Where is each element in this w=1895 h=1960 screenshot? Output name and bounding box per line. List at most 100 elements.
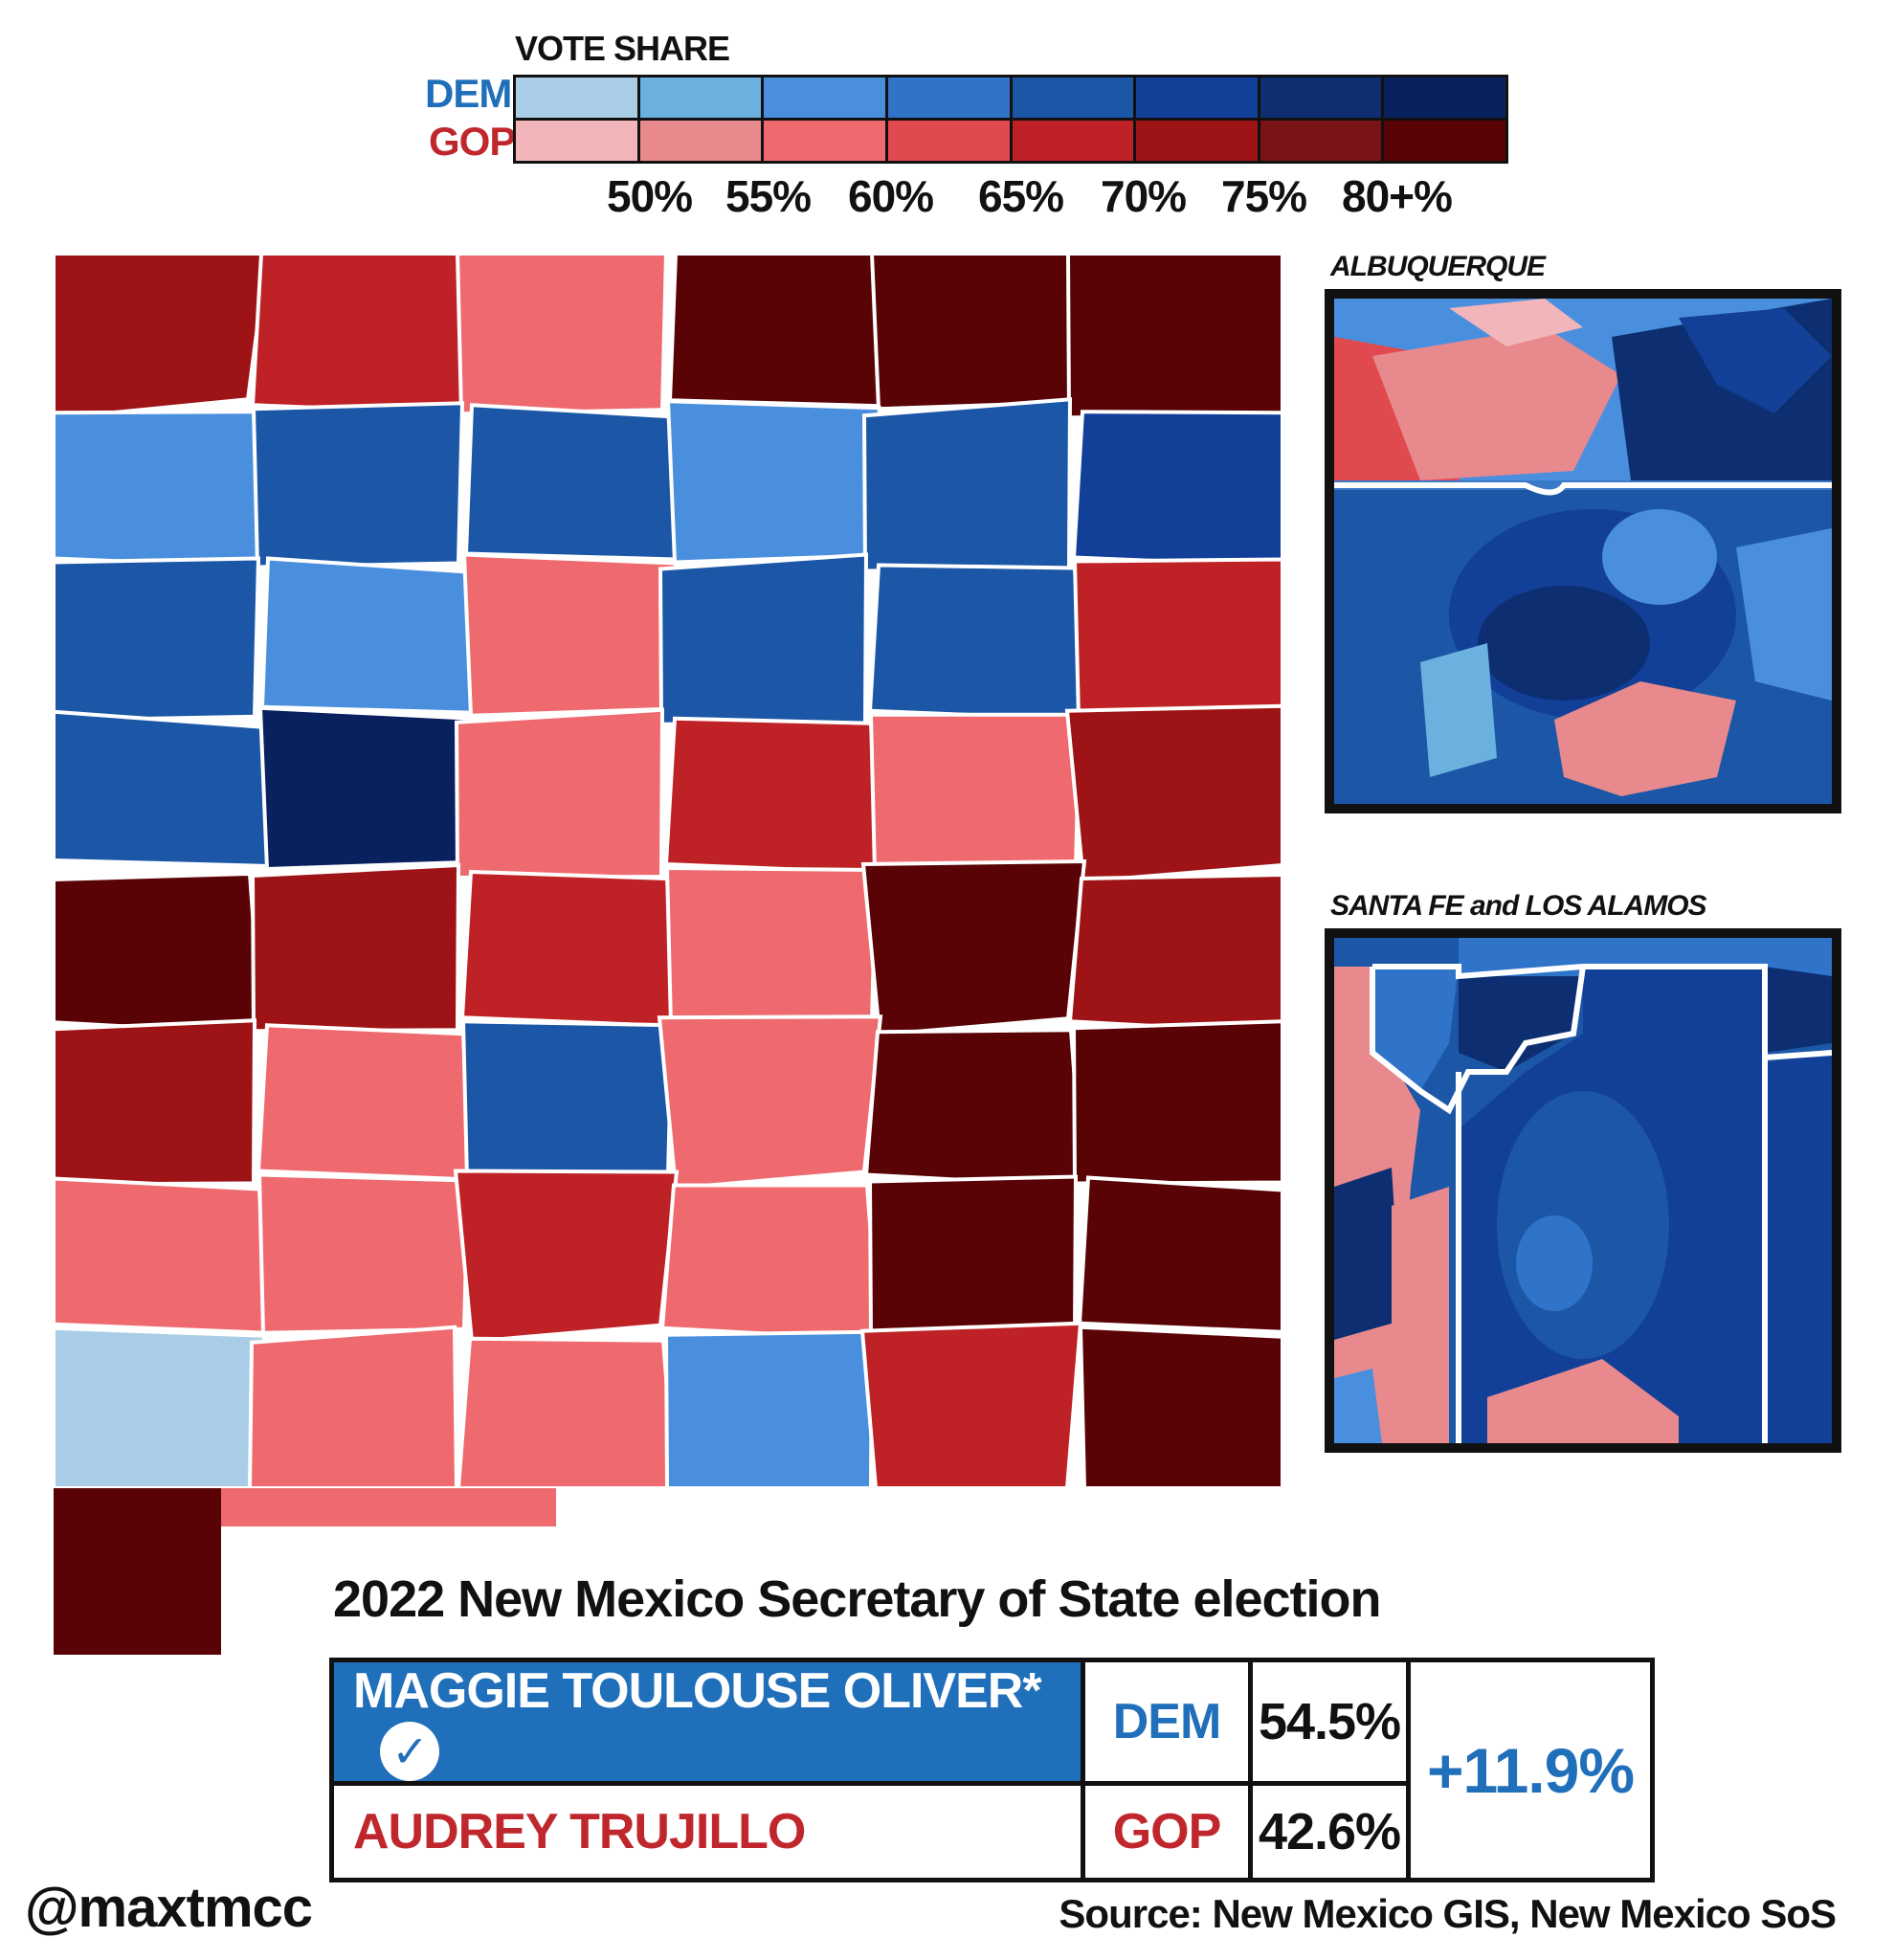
legend-tick: 70% (1101, 171, 1187, 221)
county-region (869, 254, 1086, 412)
county-region (867, 1174, 1079, 1339)
county-region (460, 1019, 675, 1182)
county-region (868, 712, 1082, 876)
gop-pct: 42.6% (1248, 1781, 1411, 1883)
dem-swatch (1012, 78, 1137, 118)
source-note: Source: New Mexico GIS, New Mexico SoS (1059, 1891, 1837, 1936)
legend-tick: 75% (1221, 171, 1307, 221)
chart-title: 2022 New Mexico Secretary of State elect… (333, 1570, 1382, 1628)
county-region (664, 865, 879, 1029)
gop-swatch (1384, 121, 1505, 161)
dem-swatch (764, 78, 888, 118)
county-region (859, 1321, 1083, 1490)
dem-swatch (639, 78, 765, 118)
county-region (221, 1488, 556, 1526)
dem-pct: 54.5% (1248, 1657, 1411, 1787)
county-region (251, 401, 465, 569)
county-region (667, 254, 883, 409)
santa-fe-inset (1325, 928, 1841, 1453)
county-region (455, 254, 669, 416)
gop-swatch (1012, 121, 1137, 161)
county-region (461, 552, 679, 718)
county-region (247, 1325, 459, 1490)
gop-result-row: AUDREY TRUJILLO GOP 42.6% (329, 1781, 1653, 1883)
legend-tick: 50% (607, 171, 693, 221)
legend-tick: 55% (725, 171, 812, 221)
county-region (1064, 703, 1282, 884)
county-region (257, 705, 475, 872)
county-region (861, 397, 1073, 573)
gop-swatch (516, 121, 640, 161)
dem-candidate-cell: MAGGIE TOULOUSE OLIVER*✓ (329, 1657, 1085, 1787)
legend-dem-scale (513, 75, 1508, 121)
county-region (54, 1176, 271, 1335)
dem-swatch (1260, 78, 1385, 118)
county-region (657, 1014, 883, 1191)
legend-tick: 80+% (1342, 171, 1453, 221)
gop-swatch (887, 121, 1013, 161)
dem-swatch (516, 78, 640, 118)
county-region (256, 1172, 471, 1335)
county-region (54, 556, 261, 723)
dem-candidate-name: MAGGIE TOULOUSE OLIVER* (353, 1663, 1042, 1719)
county-region (54, 871, 264, 1036)
albuquerque-inset-map (1334, 299, 1832, 804)
county-region (1071, 1019, 1282, 1186)
dem-result-row: MAGGIE TOULOUSE OLIVER*✓ DEM 54.5% +11.9… (329, 1657, 1655, 1883)
dem-swatch (887, 78, 1013, 118)
county-region (1071, 410, 1282, 568)
county-region (867, 563, 1086, 722)
county-region (863, 1028, 1085, 1189)
county-map (54, 254, 1282, 1655)
legend-title: VOTE SHARE (515, 29, 730, 68)
gop-party: GOP (1081, 1781, 1253, 1883)
results-table: MAGGIE TOULOUSE OLIVER*✓ DEM 54.5% +11.9… (329, 1657, 1655, 1883)
county-region (1065, 254, 1282, 420)
author-handle: @maxtmcc (25, 1877, 313, 1939)
county-region (463, 403, 680, 562)
county-region (54, 410, 265, 569)
santa-fe-inset-map (1334, 938, 1832, 1443)
county-region (1072, 557, 1282, 722)
county-region (659, 1183, 881, 1342)
legend-gop-label: GOP (429, 119, 516, 164)
albuquerque-inset (1325, 289, 1841, 813)
santa-fe-inset-label: SANTA FE and LOS ALAMOS (1330, 890, 1707, 922)
county-region (454, 707, 665, 880)
gop-swatch (1260, 121, 1385, 161)
county-region (1077, 1175, 1282, 1334)
county-region (256, 1023, 475, 1182)
winner-check-icon: ✓ (380, 1722, 439, 1782)
dem-swatch (1136, 78, 1260, 118)
county-region (54, 709, 272, 869)
legend-tick: 60% (848, 171, 934, 221)
legend-dem-label: DEM (425, 71, 512, 116)
county-region (250, 254, 469, 416)
gop-candidate-name: AUDREY TRUJILLO (329, 1781, 1085, 1883)
county-region (665, 399, 882, 565)
county-region (54, 1325, 267, 1490)
gop-swatch (764, 121, 888, 161)
county-region (663, 716, 882, 876)
county-region (456, 1336, 678, 1490)
county-region (1067, 872, 1282, 1036)
county-region (459, 869, 679, 1029)
county-region (860, 858, 1087, 1037)
county-region (259, 556, 476, 715)
legend-gop-scale (513, 118, 1508, 164)
gop-swatch (639, 121, 765, 161)
county-region (663, 1329, 875, 1490)
county-region (54, 1488, 221, 1655)
county-region (250, 862, 461, 1034)
county-region (54, 1018, 257, 1187)
dem-party: DEM (1081, 1657, 1253, 1787)
albuquerque-inset-label: ALBUQUERQUE (1330, 251, 1546, 282)
dem-swatch (1384, 78, 1505, 118)
county-region (453, 1169, 680, 1344)
county-region (658, 552, 869, 726)
state-map (54, 254, 1282, 1655)
legend-tick: 65% (978, 171, 1064, 221)
gop-swatch (1136, 121, 1260, 161)
county-region (1078, 1325, 1282, 1490)
margin-value: +11.9% (1406, 1657, 1655, 1883)
